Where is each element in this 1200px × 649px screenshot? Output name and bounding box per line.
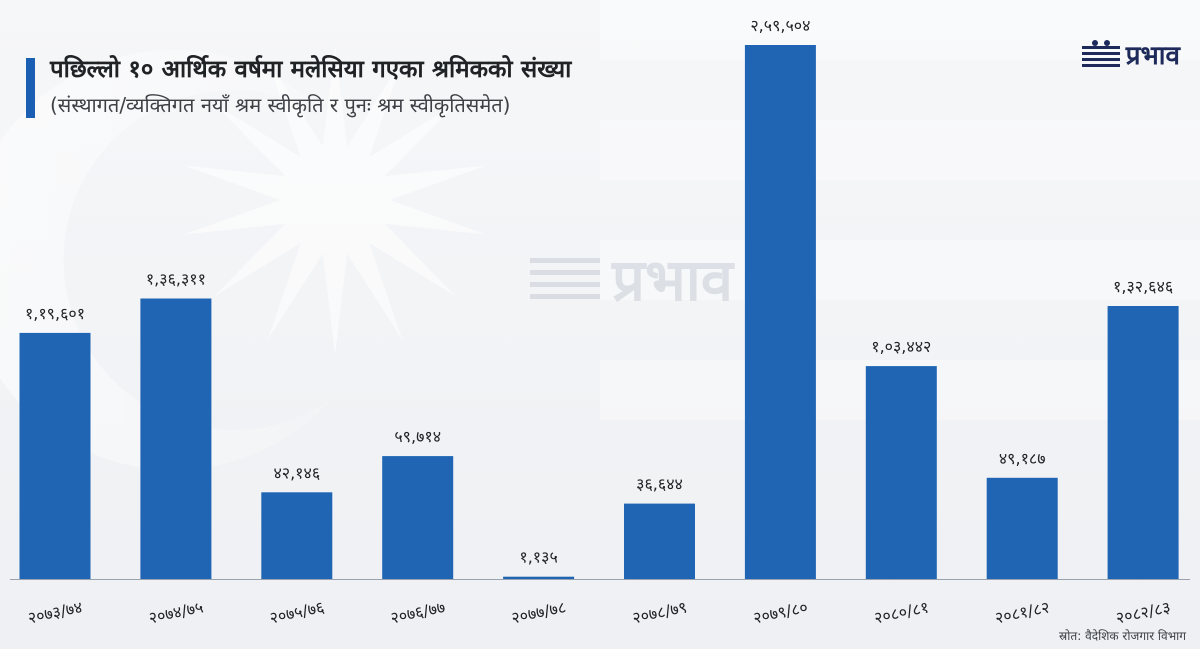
watermark: प्रभाव <box>530 246 735 314</box>
value-label-8: ४९,१८७ <box>999 449 1046 468</box>
value-label-4: १,१३५ <box>519 548 557 567</box>
bar-9 <box>1107 306 1179 579</box>
x-tick-label-3: २०७६/७७ <box>389 597 447 627</box>
bar-1 <box>140 298 212 579</box>
bar-8 <box>986 477 1058 579</box>
value-label-2: ४२,१४६ <box>273 463 320 482</box>
x-tick-label-5: २०७८/७९ <box>631 597 689 627</box>
logo-text: प्रभाव <box>1125 41 1180 71</box>
x-tick-label-4: २०७७/७८ <box>510 597 568 627</box>
flag-stripe <box>600 120 1200 180</box>
bar-7 <box>865 366 937 579</box>
value-label-9: १,३२,६४६ <box>1113 277 1173 296</box>
x-tick-label-6: २०७९/८० <box>751 597 809 627</box>
chart-title: पछिल्लो १० आर्थिक वर्षमा मलेसिया गएका श्… <box>50 55 572 83</box>
value-label-0: १,१९,६०१ <box>25 304 85 323</box>
bar-3 <box>382 456 454 579</box>
x-tick-label-1: २०७४/७५ <box>147 597 205 627</box>
source-note: स्रोत: वैदेशिक रोजगार विभाग <box>1059 629 1186 643</box>
bar-6 <box>744 45 816 579</box>
x-tick-label-9: २०८२/८३ <box>1114 597 1172 627</box>
value-label-1: १,३६,३११ <box>146 270 206 289</box>
flag-stripe <box>600 240 1200 300</box>
title-accent-bar <box>26 58 35 118</box>
bar-0 <box>19 332 91 579</box>
chart-subtitle: (संस्थागत/व्यक्तिगत नयाँ श्रम स्वीकृति र… <box>50 93 511 117</box>
brand-logo: प्रभाव <box>1081 36 1180 72</box>
value-label-5: ३६,६४४ <box>636 475 683 494</box>
logo-icon <box>1081 40 1120 67</box>
value-label-3: ५९,७१४ <box>394 427 441 446</box>
bar-5 <box>624 503 695 579</box>
x-tick-label-2: २०७५/७६ <box>268 597 326 627</box>
bar-4 <box>503 576 575 579</box>
star-shape <box>183 45 487 355</box>
x-tick-label-7: २०८०/८१ <box>872 597 930 627</box>
watermark-text: प्रभाव <box>611 246 735 314</box>
value-label-6: २,५९,५०४ <box>750 16 810 35</box>
x-tick-label-0: २०७३/७४ <box>26 597 84 627</box>
x-tick-label-8: २०८१/८२ <box>993 597 1051 627</box>
flag-stripe <box>600 0 1200 60</box>
bar-2 <box>261 492 333 579</box>
value-label-7: १,०३,४४२ <box>871 337 931 356</box>
